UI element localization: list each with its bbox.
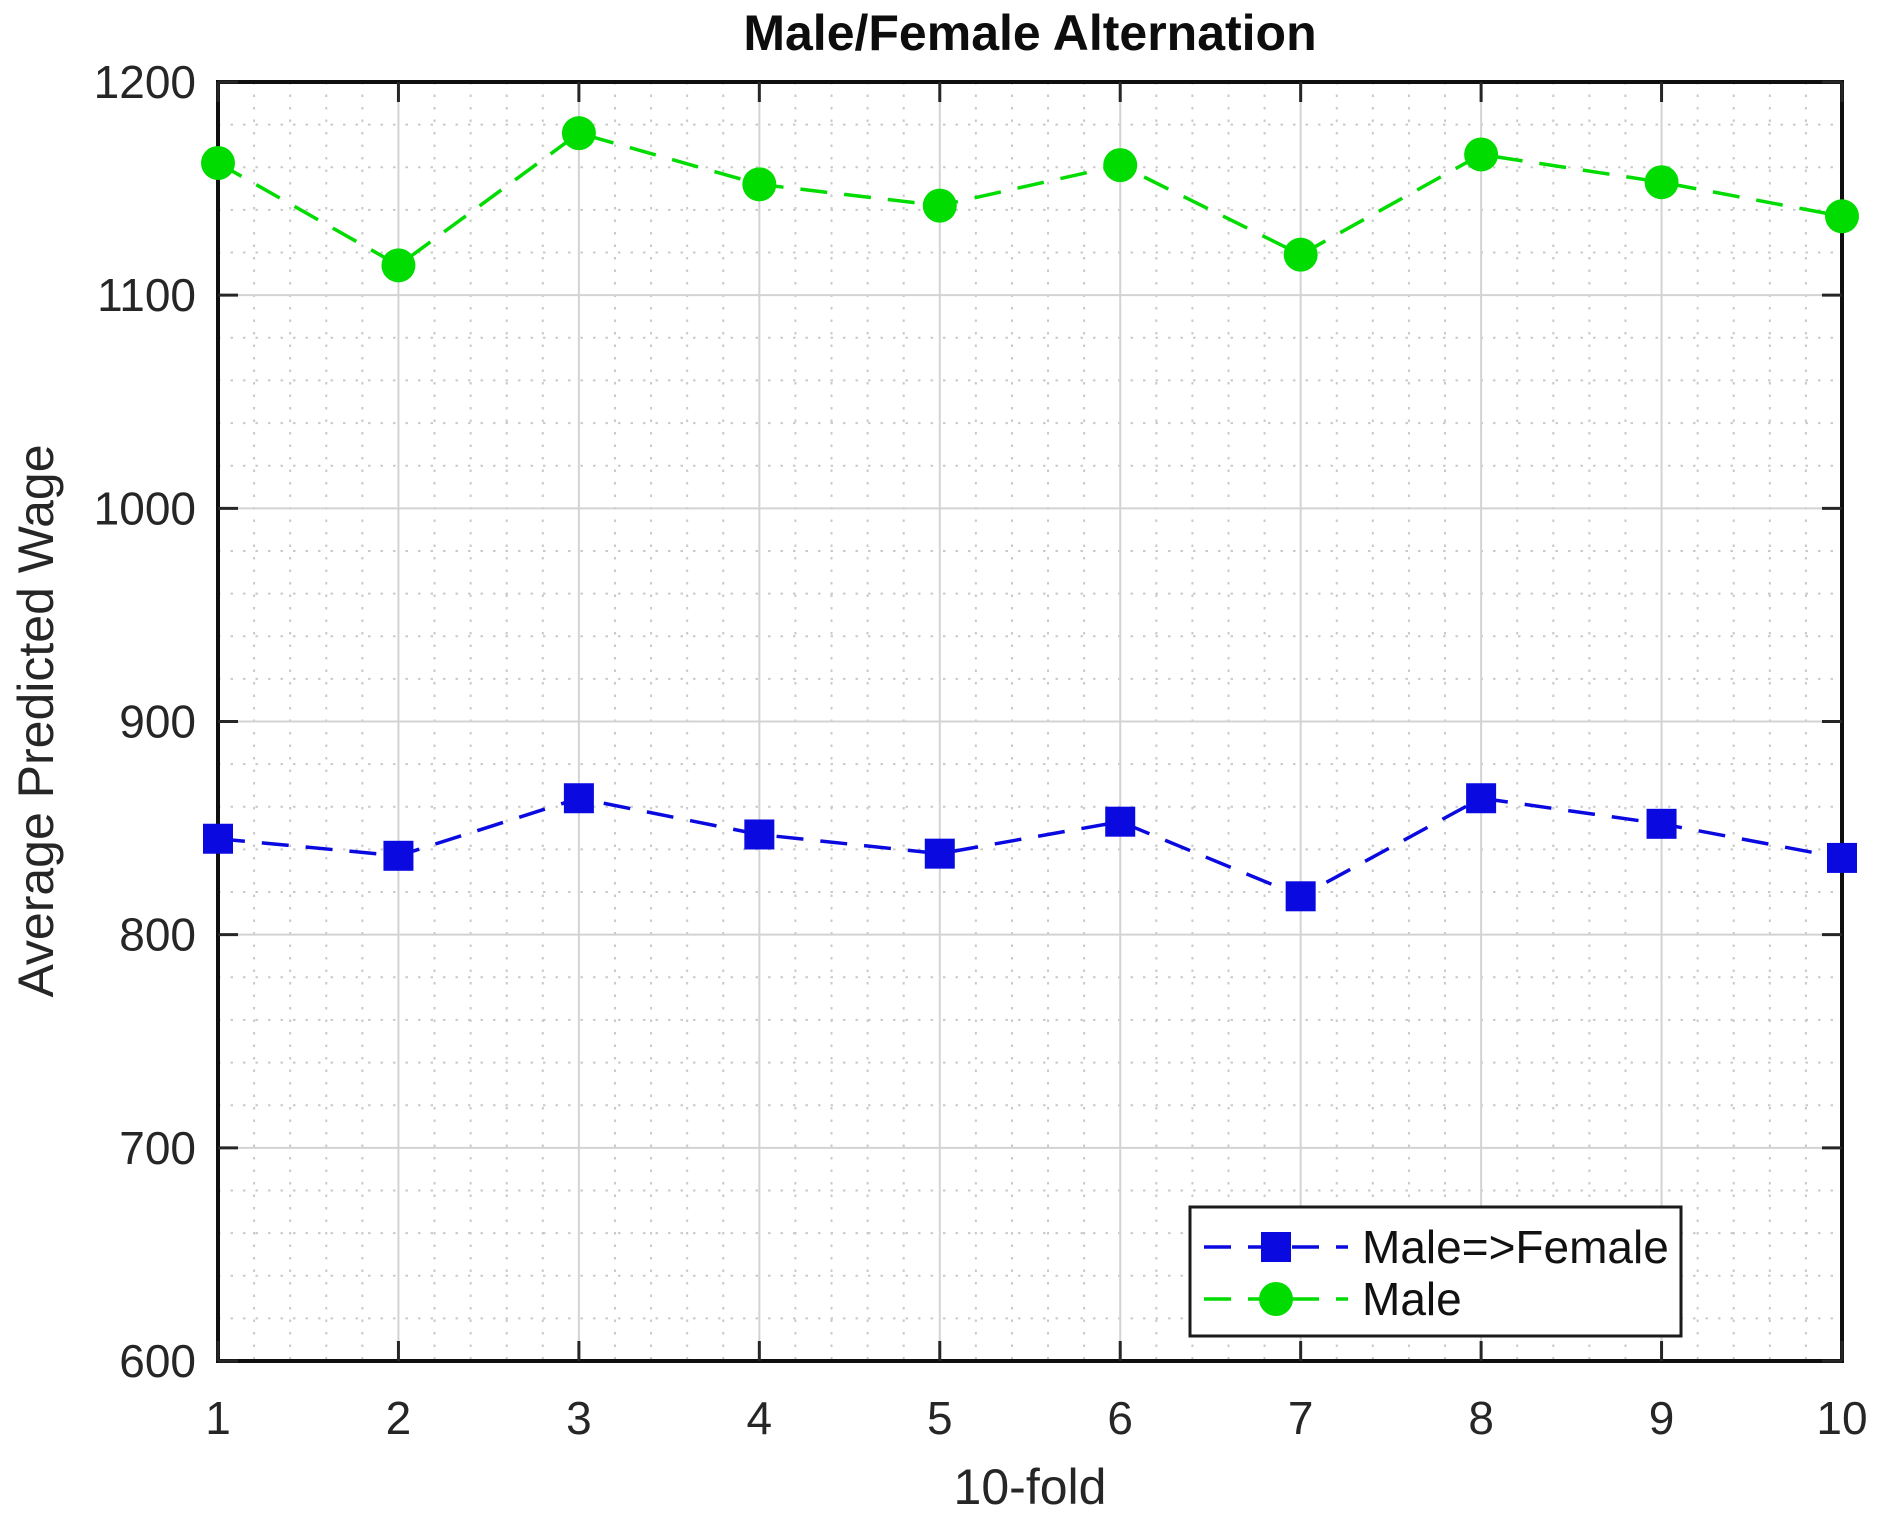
data-point-marker [1285,881,1316,912]
data-point-marker [1646,808,1677,839]
y-tick-label: 900 [119,696,196,748]
y-tick-label: 600 [119,1335,196,1387]
legend-label: Male=>Female [1362,1221,1669,1273]
x-tick-label: 8 [1468,1392,1494,1444]
data-point-marker [1825,199,1859,234]
y-tick-label: 800 [119,909,196,961]
x-tick-label: 4 [747,1392,773,1444]
data-point-marker [1827,842,1857,873]
x-tick-label: 2 [386,1392,412,1444]
y-tick-label: 1200 [94,56,196,108]
x-tick-label: 9 [1649,1392,1675,1444]
data-point-marker [744,819,775,850]
data-point-marker [563,783,594,814]
data-point-marker [742,167,777,202]
data-point-marker [1466,783,1497,814]
series-line [217,131,1843,268]
x-tick-label: 1 [205,1392,231,1444]
series-line [217,796,1843,899]
x-tick-label: 6 [1107,1392,1133,1444]
data-point-marker [924,838,955,869]
chart-title: Male/Female Alternation [743,5,1317,61]
series-male [201,116,1859,283]
data-point-marker [201,146,235,181]
y-tick-label: 1000 [94,482,196,534]
data-point-marker [1103,148,1138,183]
tick-marks [216,80,1844,1363]
y-tick-label: 1100 [97,269,196,321]
legend-label: Male [1362,1273,1462,1325]
x-tick-label: 5 [927,1392,953,1444]
x-tick-label: 7 [1288,1392,1314,1444]
x-axis-label: 10-fold [953,1459,1107,1515]
x-tick-labels: 1 2 3 4 5 6 7 8 9 10 [205,1392,1867,1444]
major-grid [218,82,1842,1361]
x-tick-label: 3 [566,1392,592,1444]
data-point-marker [922,188,957,223]
data-point-marker [1644,165,1679,200]
legend-marker [1261,1232,1291,1262]
data-point-marker [1105,806,1136,837]
series-male-female [203,783,1857,912]
x-tick-label: 10 [1816,1392,1867,1444]
legend-marker [1259,1282,1293,1316]
y-tick-labels: 600 700 800 900 1000 1100 1200 [94,56,196,1387]
data-point-marker [383,840,414,871]
data-point-marker [561,116,596,151]
y-tick-label: 700 [119,1122,196,1174]
data-point-marker [203,823,233,854]
data-point-marker [381,248,416,283]
data-point-marker [1283,237,1318,272]
data-point-marker [1464,137,1499,172]
